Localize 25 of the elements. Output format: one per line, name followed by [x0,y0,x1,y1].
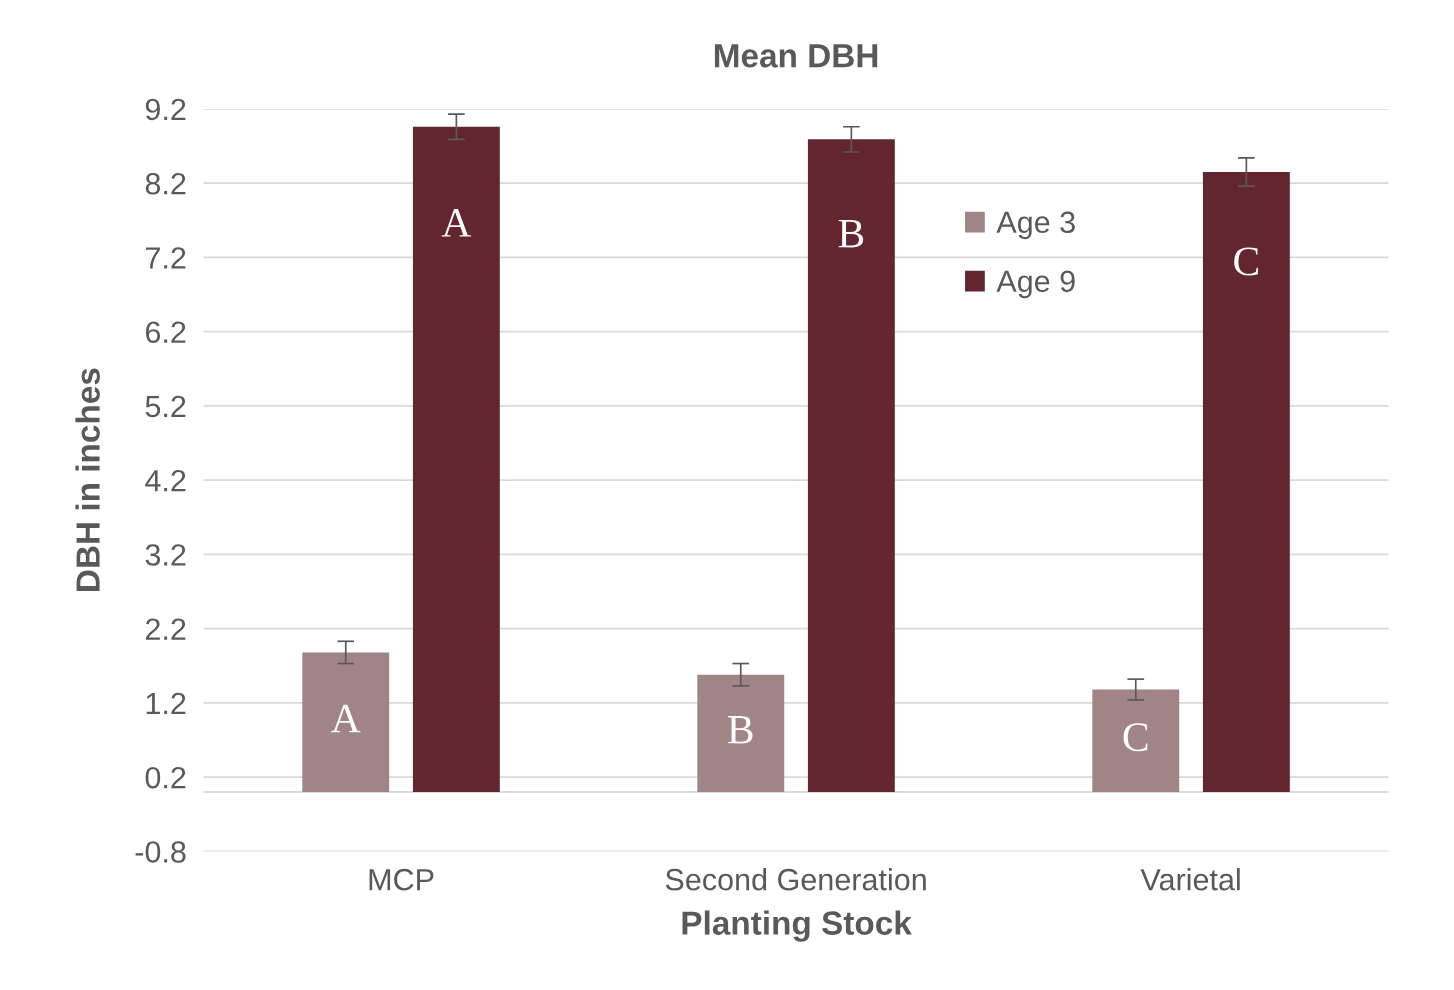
legend-label: Age 9 [996,270,1075,299]
data-label: C [1234,247,1258,276]
data-label: C [1123,723,1148,752]
data-label: A [441,209,472,237]
x-tick-label: Second Generation [665,868,926,891]
y-tick-label: 8.2 [145,172,186,195]
data-label: B [838,219,864,248]
y-tick-label: -0.8 [135,841,186,863]
chart-title: Mean DBH [714,44,878,68]
y-tick-label: 2.2 [145,618,186,640]
y-tick-label: 6.2 [145,321,186,344]
y-tick-label: 4.2 [145,469,186,492]
x-tick-label: MCP [369,868,434,891]
y-tick-label: 3.2 [145,544,186,566]
y-tick-label: 9.2 [145,98,186,121]
y-tick-label: 5.2 [145,395,186,418]
x-axis-title: Planting Stock [682,910,912,942]
data-label: A [331,704,361,733]
y-tick-label: 7.2 [145,247,186,269]
legend-label: Age 3 [996,211,1075,240]
x-tick-label: Varietal [1140,868,1240,891]
y-axis-title: DBH in inches [75,368,100,591]
y-tick-label: 0.2 [145,766,186,789]
data-label: B [728,716,753,744]
y-tick-label: 1.2 [146,692,186,714]
